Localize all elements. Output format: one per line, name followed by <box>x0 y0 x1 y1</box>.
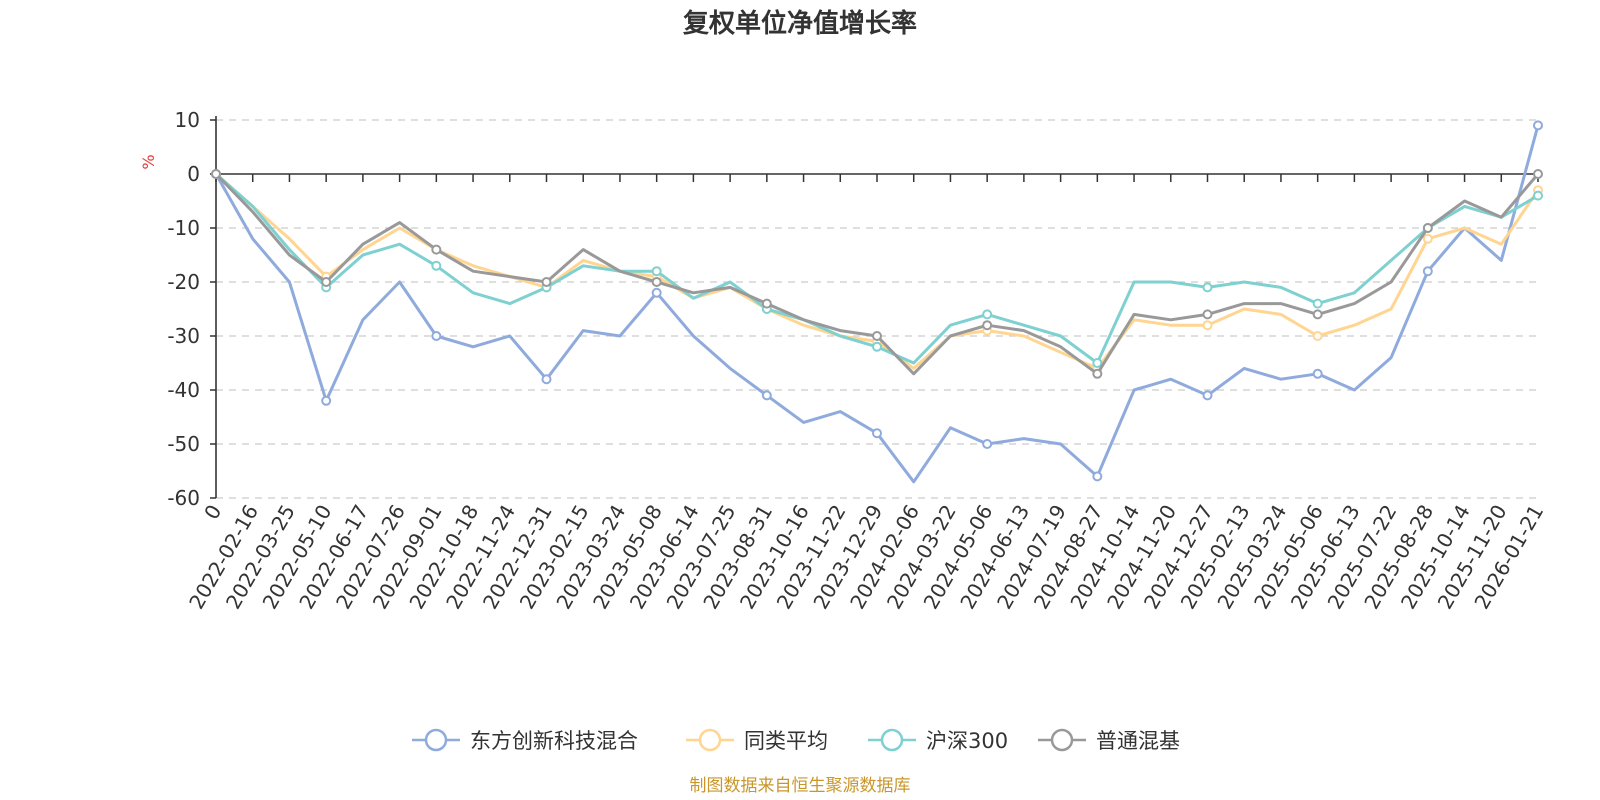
data-point <box>211 169 221 179</box>
data-point <box>1312 331 1323 341</box>
data-point <box>1202 309 1213 320</box>
legend[interactable]: 东方创新科技混合 同类平均 沪深300 普通混基 <box>412 728 1180 753</box>
chart-title: 复权单位净值增长率 <box>683 8 917 39</box>
data-point <box>321 277 332 287</box>
data-point <box>321 395 332 406</box>
y-tick-label: -30 <box>167 324 200 348</box>
legend-label: 同类平均 <box>744 729 828 753</box>
legend-marker-icon <box>424 728 448 752</box>
data-point <box>1533 120 1543 131</box>
legend-item-4[interactable]: 普通混基 <box>1038 728 1180 753</box>
data-point <box>761 390 772 401</box>
data-point <box>1202 320 1213 331</box>
data-point <box>1312 368 1323 379</box>
data-point <box>1533 169 1543 179</box>
data-point <box>872 428 882 439</box>
legend-marker-icon <box>1050 728 1074 752</box>
data-point <box>1422 233 1433 244</box>
data-point <box>1202 282 1213 293</box>
series-1 <box>211 120 1543 484</box>
data-point <box>431 244 442 255</box>
x-ticks: 02022-02-162022-03-252022-05-102022-06-1… <box>184 174 1548 613</box>
data-point <box>651 277 662 287</box>
data-point <box>431 260 442 271</box>
data-point <box>1092 471 1103 482</box>
data-point <box>761 298 772 309</box>
data-point <box>1092 358 1103 368</box>
data-point <box>541 277 552 287</box>
data-point <box>982 309 993 320</box>
legend-label: 普通混基 <box>1096 729 1180 753</box>
y-tick-label: -40 <box>167 378 200 402</box>
data-point <box>1422 223 1433 233</box>
series-4 <box>211 169 1543 379</box>
data-point <box>541 374 552 385</box>
y-ticks: 10 0 -10 -20 -30 -40 -50 -60 <box>167 108 216 510</box>
data-point <box>872 341 882 352</box>
series-group <box>211 120 1543 484</box>
legend-item-3[interactable]: 沪深300 <box>868 728 1008 753</box>
data-point <box>1422 266 1433 277</box>
legend-label: 沪深300 <box>926 729 1008 753</box>
y-tick-label: -60 <box>167 486 200 510</box>
data-point <box>1533 190 1543 201</box>
y-tick-label: -50 <box>167 432 200 456</box>
data-point <box>1312 309 1323 320</box>
legend-item-1[interactable]: 东方创新科技混合 <box>412 728 638 753</box>
legend-label: 东方创新科技混合 <box>470 729 638 753</box>
data-point <box>982 439 993 449</box>
legend-marker-icon <box>880 728 904 752</box>
y-tick-label: 10 <box>175 108 200 132</box>
data-point <box>651 287 662 298</box>
data-point <box>1092 368 1103 379</box>
data-point <box>431 331 442 341</box>
legend-item-2[interactable]: 同类平均 <box>686 728 828 753</box>
data-point <box>651 266 662 277</box>
y-tick-label: -10 <box>167 216 200 240</box>
x-tick-label: 0 <box>199 501 226 524</box>
data-point <box>1312 298 1323 309</box>
data-point <box>982 320 993 331</box>
legend-marker-icon <box>698 728 722 752</box>
data-point <box>1202 390 1213 401</box>
data-point <box>872 331 882 341</box>
y-tick-label: 0 <box>187 162 200 186</box>
y-axis-label: % <box>139 154 158 169</box>
y-tick-label: -20 <box>167 270 200 294</box>
source-note: 制图数据来自恒生聚源数据库 <box>690 776 911 796</box>
